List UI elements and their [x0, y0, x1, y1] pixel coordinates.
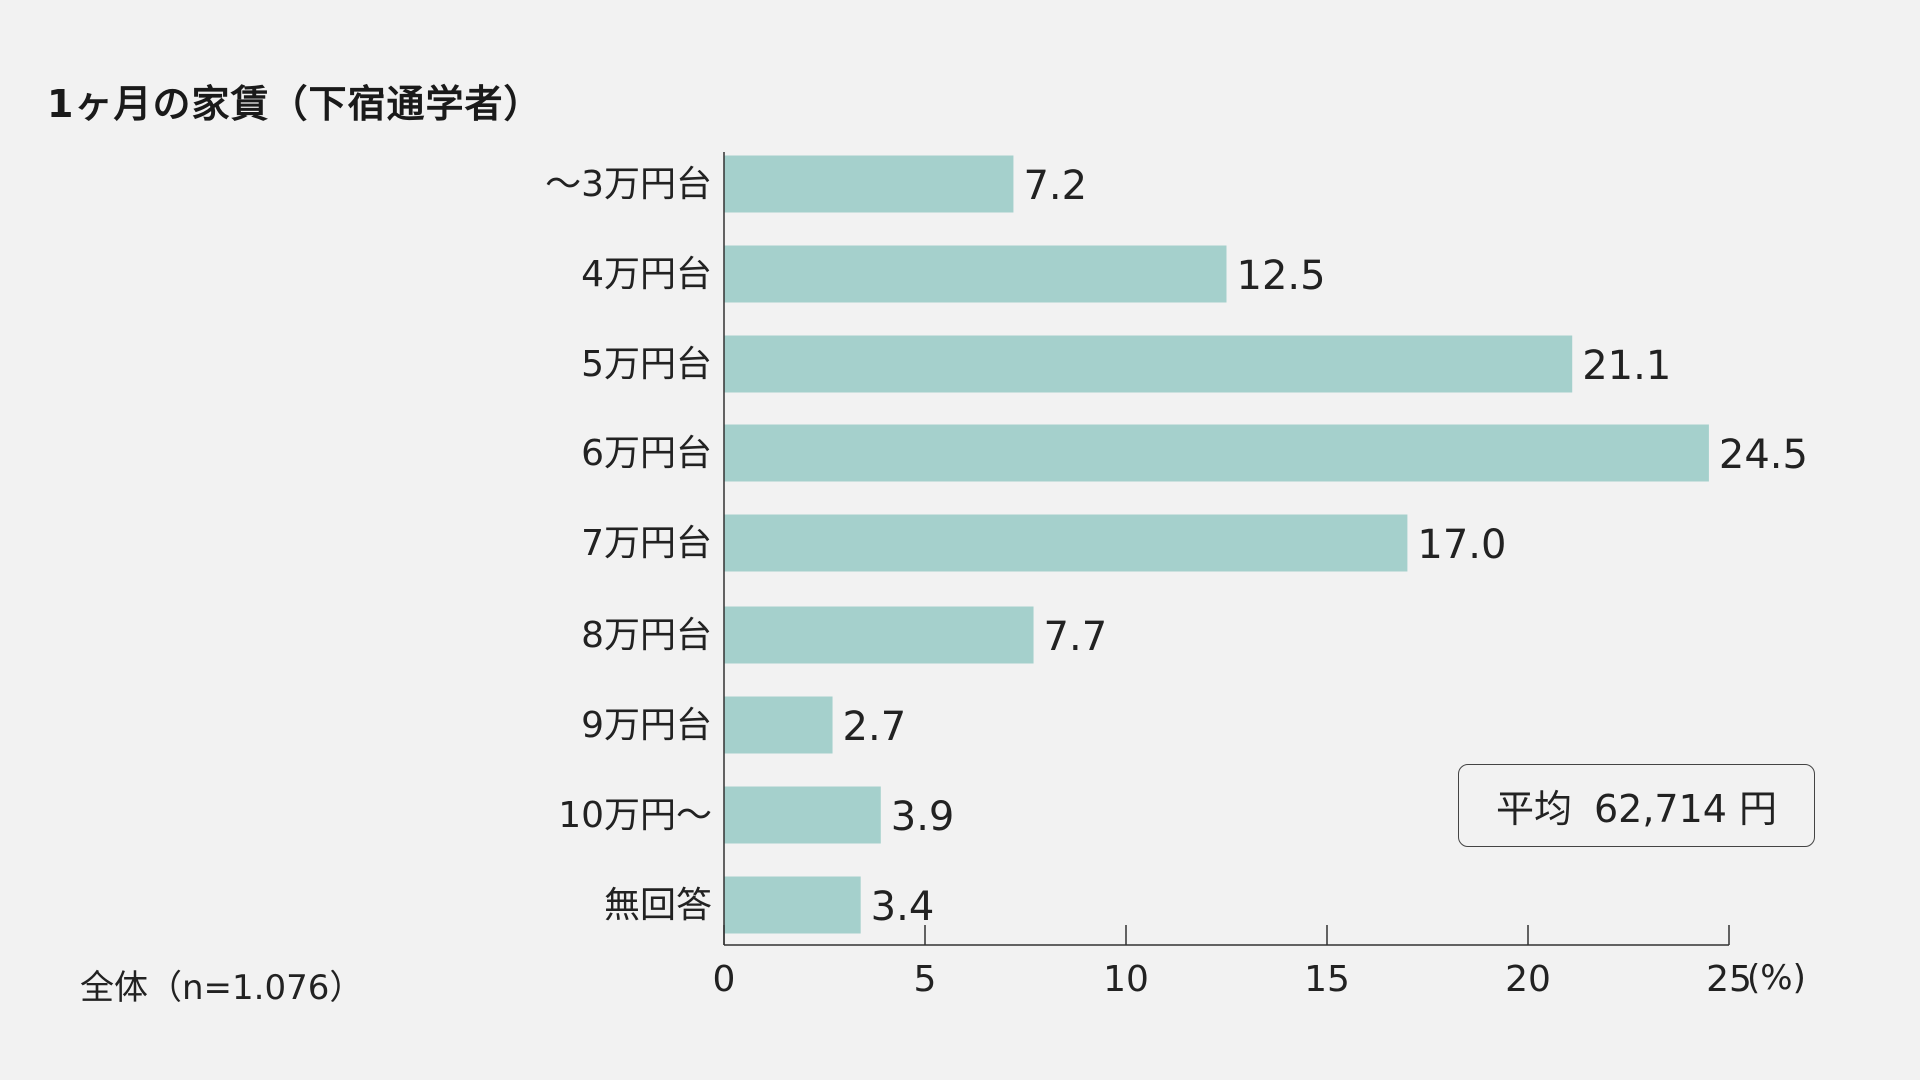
category-label: 10万円～ — [558, 795, 712, 836]
x-tick-label: 5 — [914, 959, 937, 1000]
x-tick-label: 15 — [1304, 959, 1350, 1000]
bar — [724, 245, 1227, 303]
category-label: ～3万円台 — [545, 164, 712, 205]
bar-value-label: 2.7 — [843, 704, 907, 750]
bar — [724, 424, 1709, 482]
category-label: 9万円台 — [581, 705, 712, 746]
bar-value-label: 3.4 — [871, 884, 935, 930]
category-label: 5万円台 — [581, 344, 712, 385]
x-tick-label: 10 — [1103, 959, 1149, 1000]
category-label: 6万円台 — [581, 433, 712, 474]
sample-size-note: 全体（n=1.076） — [80, 968, 364, 1008]
bar-value-label: 3.9 — [891, 794, 955, 840]
category-label: 8万円台 — [581, 615, 712, 656]
category-label: 無回答 — [604, 885, 712, 926]
bar — [724, 876, 861, 934]
bar — [724, 606, 1034, 664]
bar — [724, 155, 1014, 213]
category-label: 4万円台 — [581, 254, 712, 295]
average-label: 平均 — [1495, 787, 1572, 831]
x-tick-label: 0 — [713, 959, 736, 1000]
bar-value-label: 17.0 — [1417, 522, 1506, 568]
bar — [724, 696, 833, 754]
chart-title: 1ヶ月の家賃（下宿通学者） — [47, 82, 543, 126]
x-tick-label: 20 — [1505, 959, 1551, 1000]
x-unit-label: (%) — [1747, 958, 1806, 998]
bar-value-label: 12.5 — [1237, 253, 1326, 299]
bar — [724, 786, 881, 844]
category-label: 7万円台 — [581, 523, 712, 564]
x-tick-label: 25 — [1706, 959, 1752, 1000]
bar-value-label: 7.2 — [1023, 163, 1087, 209]
average-box: 平均 62,714 円 — [1458, 764, 1815, 847]
average-value: 62,714 円 — [1593, 787, 1778, 831]
bar-value-label: 21.1 — [1582, 343, 1671, 389]
bar — [724, 514, 1408, 572]
bar-value-label: 7.7 — [1044, 614, 1108, 660]
bar-value-label: 24.5 — [1719, 432, 1808, 478]
bar — [724, 335, 1573, 393]
